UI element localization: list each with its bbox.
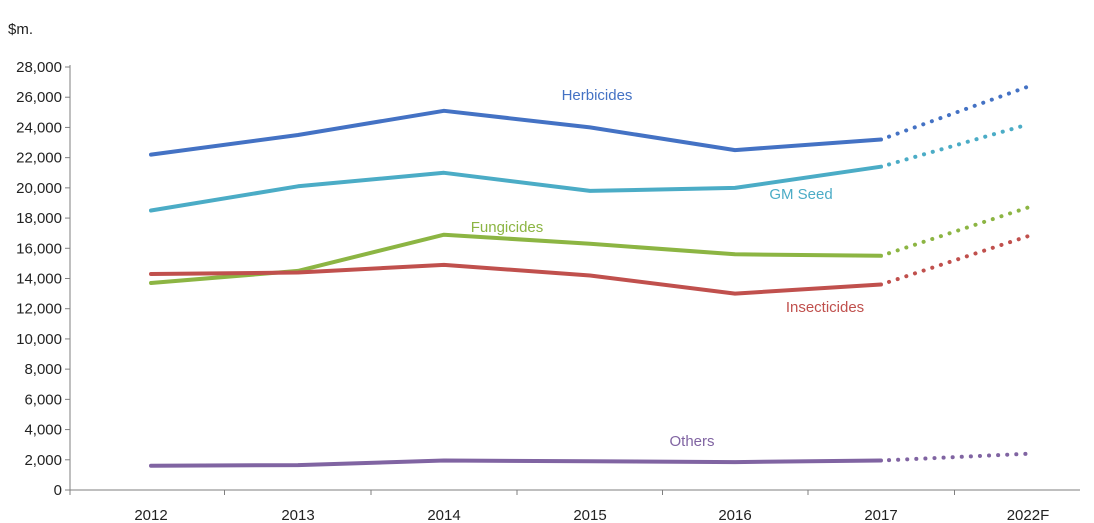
y-tick-label: 24,000 [16, 119, 62, 136]
axes: 0 2,000 4,000 6,000 8,000 10,000 12,000 14,000 1… [16, 59, 1080, 523]
x-tick-label: 2013 [281, 507, 314, 523]
series-line-herbicides [149, 108, 883, 157]
x-tick-label: 2015 [573, 507, 606, 523]
y-tick-label: 16,000 [16, 240, 62, 257]
series-forecast-herbicides [887, 84, 1030, 139]
y-tick-label: 2,000 [24, 452, 62, 469]
y-tick-label: 22,000 [16, 150, 62, 167]
series-forecast-fungicides [887, 205, 1030, 256]
y-tick-label: 18,000 [16, 210, 62, 227]
series-line-gm-seed [149, 164, 883, 213]
y-tick-label: 14,000 [16, 271, 62, 288]
series-label-fungicides: Fungicides [471, 219, 544, 236]
x-tick-label: 2012 [134, 507, 167, 523]
series-forecast-gm-seed [887, 122, 1030, 167]
series-forecast-others [887, 451, 1030, 463]
series-label-insecticides: Insecticides [786, 299, 864, 316]
series-forecast-insecticides [887, 234, 1030, 284]
x-tick-label: 2022F [1007, 507, 1050, 523]
y-tick-label: 6,000 [24, 391, 62, 408]
series-line-fungicides [149, 232, 883, 285]
series-label-others: Others [669, 433, 714, 450]
series-line-others [149, 458, 883, 468]
y-tick-label: 12,000 [16, 301, 62, 318]
y-tick-label: 20,000 [16, 180, 62, 197]
y-tick-label: 8,000 [24, 361, 62, 378]
x-tick-label: 2016 [718, 507, 751, 523]
y-tick-label: 0 [54, 482, 62, 499]
series-label-herbicides: Herbicides [562, 87, 633, 104]
y-tick-label: 4,000 [24, 422, 62, 439]
y-tick-label: 28,000 [16, 59, 62, 76]
x-tick-label: 2014 [427, 507, 460, 523]
y-tick-label: 10,000 [16, 331, 62, 348]
y-tick-label: 26,000 [16, 89, 62, 106]
series-line-insecticides [149, 262, 883, 296]
series-labels: Herbicides GM Seed Fungicides Insecticides O… [471, 87, 864, 450]
series-lines [149, 84, 1030, 468]
y-axis-unit-label: $m. [8, 21, 33, 38]
series-label-gm-seed: GM Seed [769, 186, 832, 203]
x-tick-label: 2017 [864, 507, 897, 523]
